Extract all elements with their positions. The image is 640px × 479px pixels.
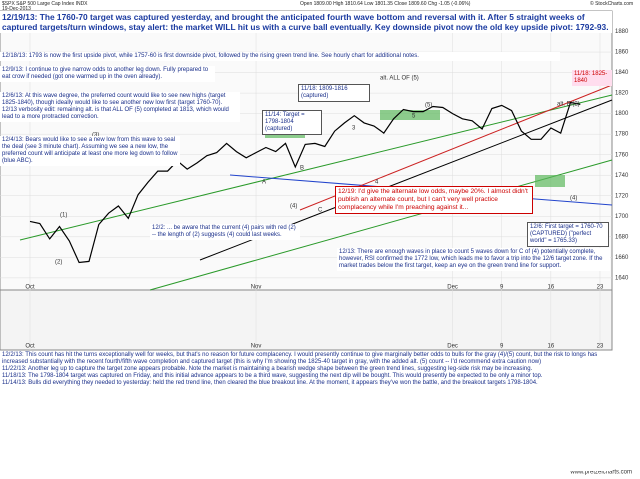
wave-label: B: [300, 166, 304, 172]
wave-label: (3): [92, 133, 99, 139]
indicator-pane: [0, 289, 613, 351]
note: 11/22/13: Another leg up to capture the …: [2, 366, 533, 372]
x-tick-label: 23: [597, 285, 604, 291]
x-tick-label: Nov: [251, 285, 262, 291]
note: 11/18/13: The 1798-1804 target was captu…: [2, 373, 543, 379]
y-tick-label: 1700: [615, 214, 629, 220]
wave-label: 3: [352, 126, 356, 132]
trend-line: [19, 94, 613, 241]
x-tick-label: 9: [500, 344, 504, 350]
wave-label: (4): [290, 204, 297, 210]
date: 19-Dec-2013: [2, 6, 31, 12]
wave-label: C: [318, 208, 323, 214]
x-tick-label: Dec: [447, 285, 458, 291]
x-tick-label: Nov: [251, 344, 262, 350]
note: 12/18/13: 1793 is now the first upside p…: [0, 52, 560, 61]
note: 12/2/13: This count has hit the turns ex…: [2, 352, 598, 365]
wave-label: (5): [425, 103, 432, 109]
target-zone: [535, 175, 565, 187]
wave-label: (4): [570, 196, 577, 202]
x-tick-label: 16: [548, 344, 555, 350]
y-tick-label: 1760: [615, 152, 629, 158]
target-note: 12/6: First target = 1760-70 (CAPTURED) …: [527, 222, 609, 247]
note: 12/6/13: At this wave degree, the prefer…: [0, 92, 240, 122]
note: 11/14/13: Bulls did everything they need…: [2, 380, 538, 386]
x-tick-label: 9: [500, 285, 504, 291]
y-tick-label: 1740: [615, 173, 629, 179]
price-line: [29, 101, 581, 264]
note: 12/2: ... be aware that the current (4) …: [150, 224, 300, 240]
wave-label: alt. B/(2): [557, 102, 580, 108]
notes: 12/2/13: This count has hit the turns ex…: [0, 351, 612, 471]
symbol: $SPX S&P 500 Large Cap Index INDX: [2, 1, 88, 7]
y-tick-label: 1880: [615, 29, 629, 35]
wave-label: alt. ALL OF (5): [380, 76, 419, 82]
x-tick-label: 16: [548, 285, 555, 291]
target-note: 11/18: 1809-1816 (captured): [298, 84, 370, 102]
wave-label: A: [262, 180, 266, 186]
quote: Open 1809.00 High 1810.64 Low 1801.35 Cl…: [300, 1, 471, 7]
y-tick-label: 1820: [615, 91, 629, 97]
wave-label: 4: [375, 180, 379, 186]
y-tick-label: 1660: [615, 255, 629, 261]
alert-note: 12/19: I'd give the alternate low odds, …: [335, 186, 533, 214]
y-tick-label: 1780: [615, 132, 629, 138]
target-zone: [380, 110, 440, 120]
y-tick-label: 1800: [615, 111, 629, 117]
y-tick-label: 1840: [615, 70, 629, 76]
target-note: 11/18: 1825-1840: [572, 70, 612, 86]
target-note: 11/14: Target = 1798-1804 (captured): [262, 110, 322, 135]
watermark: www.pretzelcharts.com: [569, 470, 632, 476]
x-tick-label: Dec: [447, 344, 458, 350]
note: 12/4/13: Bears would like to see a new l…: [0, 136, 180, 166]
wave-label: (2): [55, 260, 62, 266]
y-tick-label: 1860: [615, 50, 629, 56]
x-tick-label: Oct: [25, 344, 35, 350]
note: 12/13: There are enough waves in place t…: [337, 248, 610, 271]
wave-label: 5: [412, 114, 416, 120]
y-tick-label: 1720: [615, 193, 629, 199]
y-tick-label: 1640: [615, 275, 629, 281]
note: 12/9/13: I continue to give narrow odds …: [0, 66, 215, 82]
x-tick-label: 23: [597, 344, 604, 350]
wave-label: (1): [60, 213, 67, 219]
source: © StockCharts.com: [590, 1, 634, 7]
x-tick-label: Oct: [25, 285, 35, 291]
y-tick-label: 1680: [615, 234, 629, 240]
banner: 12/19/13: The 1760-70 target was capture…: [0, 11, 612, 33]
